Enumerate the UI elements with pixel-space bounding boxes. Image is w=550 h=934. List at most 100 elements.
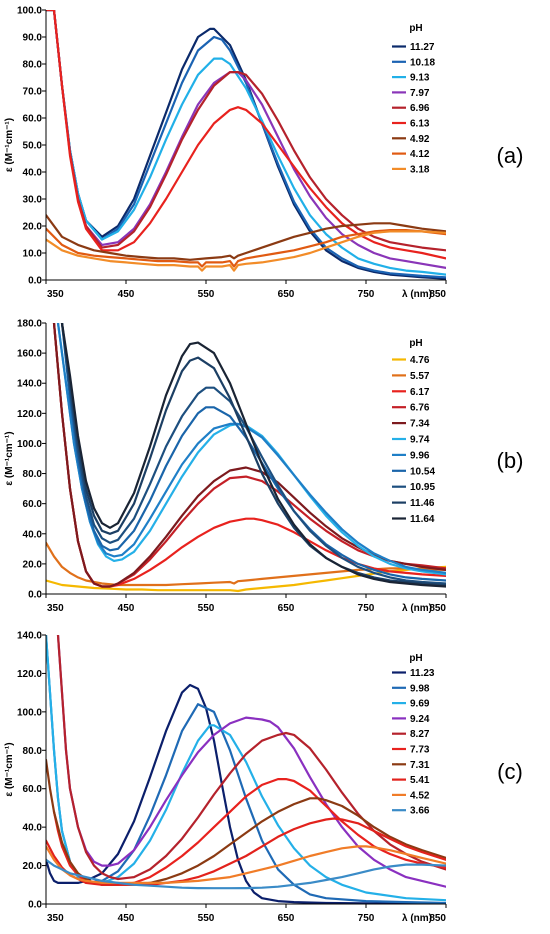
series-group <box>46 323 446 593</box>
legend-label: 11.23 <box>410 668 435 679</box>
series-line-ph-3.18 <box>46 230 446 272</box>
x-tick-label: 650 <box>278 603 295 614</box>
series-line-ph-9.98 <box>46 635 446 904</box>
legend-label: 4.12 <box>410 149 430 160</box>
legend-label: 11.64 <box>410 514 435 525</box>
series-line-ph-9.69 <box>46 635 446 902</box>
legend-label: 9.96 <box>410 450 430 461</box>
series-line-ph-9.96 <box>56 323 446 574</box>
x-axis-label: λ (nm) <box>402 603 432 614</box>
y-tick-label: 10.0 <box>23 249 43 260</box>
series-line-ph-4.52 <box>46 845 446 884</box>
y-tick-label: 180.0 <box>17 319 42 330</box>
x-tick-label: 850 <box>429 289 446 300</box>
y-tick-label: 160.0 <box>17 349 42 360</box>
y-tick-label: 100.0 <box>17 439 42 450</box>
panel-label: (b) <box>497 448 524 473</box>
y-tick-label: 50.0 <box>23 141 43 152</box>
y-tick-label: 40.0 <box>23 823 43 834</box>
legend-label: 9.24 <box>410 714 430 725</box>
series-line-ph-4.92 <box>46 214 446 261</box>
legend-title: pH <box>409 23 422 34</box>
y-tick-label: 80.0 <box>23 469 43 480</box>
legend-label: 8.27 <box>410 729 430 740</box>
legend-label: 11.27 <box>410 42 435 53</box>
series-line-ph-5.41 <box>46 817 446 886</box>
legend-label: 11.46 <box>410 498 435 509</box>
x-tick-label: 750 <box>358 289 375 300</box>
y-tick-label: 100.0 <box>17 707 42 718</box>
y-tick-label: 60.0 <box>23 114 43 125</box>
x-tick-label: 450 <box>118 913 135 924</box>
legend-label: 10.18 <box>410 57 435 68</box>
legend-label: 10.54 <box>410 466 435 477</box>
legend-title: pH <box>409 653 422 664</box>
x-axis-label: λ (nm) <box>402 289 432 300</box>
series-line-ph-7.34 <box>52 323 446 588</box>
series-line-ph-7.97 <box>46 10 446 269</box>
series-line-ph-6.96 <box>46 10 446 252</box>
x-tick-label: 550 <box>198 603 215 614</box>
series-line-ph-10.95 <box>60 323 446 585</box>
chart-panel-2: 0.0 20.0 40.0 60.0 80.0 100.0 120.0 140.0 160.0 1… <box>4 319 523 615</box>
x-tick-label: 550 <box>198 289 215 300</box>
series-group <box>46 635 446 904</box>
y-tick-label: 20.0 <box>23 559 43 570</box>
chart-panel-1: 0.0 10.0 20.0 30.0 40.0 50.0 60.0 70.0 80.0 90.0 1… <box>4 6 523 301</box>
legend-label: 6.96 <box>410 103 430 114</box>
y-tick-label: 120.0 <box>17 409 42 420</box>
legend-label: 3.66 <box>410 806 430 817</box>
y-tick-label: 20.0 <box>23 861 43 872</box>
y-axis-label: ε (M⁻¹cm⁻¹) <box>4 742 15 796</box>
series-line-ph-10.54 <box>60 323 446 582</box>
legend-label: 4.92 <box>410 134 430 145</box>
y-tick-label: 90.0 <box>23 33 43 44</box>
y-tick-label: 0.0 <box>28 590 42 601</box>
legend-label: 6.13 <box>410 119 430 130</box>
y-tick-label: 40.0 <box>23 168 43 179</box>
y-tick-label: 120.0 <box>17 669 42 680</box>
y-tick-label: 40.0 <box>23 529 43 540</box>
series-line-ph-7.31 <box>46 758 446 886</box>
series-line-ph-8.27 <box>56 635 446 881</box>
series-line-ph-6.13 <box>46 10 446 260</box>
x-tick-label: 850 <box>429 603 446 614</box>
legend-label: 6.17 <box>410 387 430 398</box>
x-tick-label: 350 <box>47 603 64 614</box>
series-line-ph-5.57 <box>46 541 446 587</box>
legend-label: 9.74 <box>410 435 430 446</box>
legend-label: 5.41 <box>410 775 430 786</box>
x-tick-label: 650 <box>278 289 295 300</box>
y-axis-label: ε (M⁻¹cm⁻¹) <box>4 431 15 485</box>
legend-label: 4.76 <box>410 355 430 366</box>
x-tick-label: 350 <box>47 913 64 924</box>
y-tick-label: 0.0 <box>28 276 42 287</box>
x-axis-label: λ (nm) <box>402 913 432 924</box>
legend-label: 4.52 <box>410 790 430 801</box>
series-group <box>46 10 446 280</box>
series-line-ph-11.64 <box>60 323 446 588</box>
y-axis-label: ε (M⁻¹cm⁻¹) <box>4 118 15 172</box>
series-line-ph-11.23 <box>46 683 446 904</box>
y-tick-label: 30.0 <box>23 195 43 206</box>
series-line-ph-3.66 <box>46 858 446 890</box>
x-tick-label: 350 <box>47 289 64 300</box>
panel-label: (a) <box>497 143 524 168</box>
chart-panel-3: 0.0 20.0 40.0 60.0 80.0 100.0 120.0 140.0 350 450… <box>4 631 523 925</box>
legend-label: 9.69 <box>410 699 430 710</box>
y-tick-label: 60.0 <box>23 784 43 795</box>
x-tick-label: 750 <box>358 603 375 614</box>
y-tick-label: 140.0 <box>17 379 42 390</box>
legend-label: 6.76 <box>410 403 430 414</box>
legend-label: 10.95 <box>410 482 435 493</box>
x-tick-label: 450 <box>118 289 135 300</box>
series-line-ph-4.76 <box>46 565 446 593</box>
x-tick-label: 650 <box>278 913 295 924</box>
series-line-ph-9.13 <box>46 10 446 276</box>
legend-label: 7.73 <box>410 745 430 756</box>
x-tick-label: 450 <box>118 603 135 614</box>
x-tick-label: 850 <box>429 913 446 924</box>
y-tick-label: 70.0 <box>23 87 43 98</box>
